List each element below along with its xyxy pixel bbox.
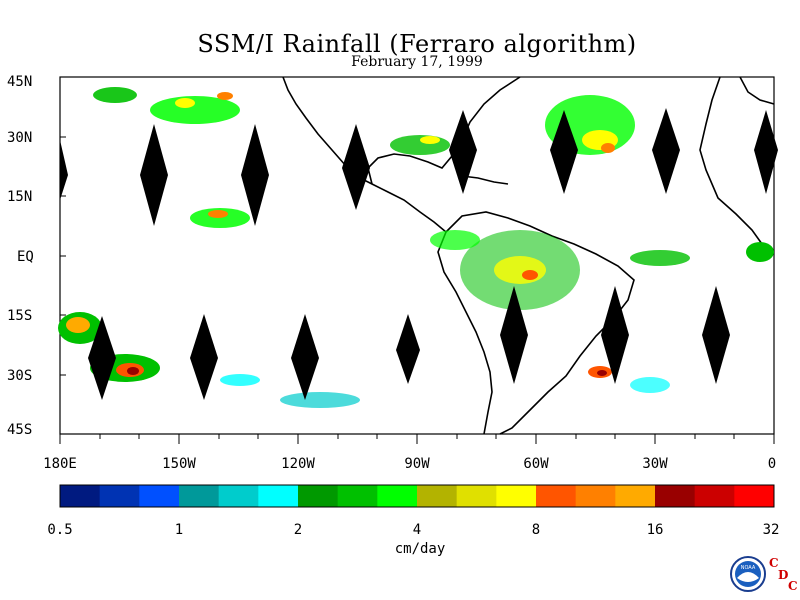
- coastlines: [282, 76, 775, 435]
- colorbar-tick-label: 1: [174, 522, 184, 538]
- cdc-letter: D: [778, 568, 789, 582]
- colorbar-swatch: [496, 485, 537, 507]
- lat-label: 45N: [7, 74, 32, 90]
- lon-label: 90W: [404, 456, 430, 472]
- colorbar-swatch: [99, 485, 140, 507]
- colorbar-swatch: [377, 485, 418, 507]
- colorbar-swatch: [536, 485, 577, 507]
- colorbar-swatch: [655, 485, 696, 507]
- colorbar-tick-label: 2: [293, 522, 303, 538]
- lat-label: 15S: [7, 308, 32, 324]
- map-title: SSM/I Rainfall (Ferraro algorithm): [197, 30, 637, 58]
- colorbar: [59, 484, 775, 508]
- colorbar-swatch: [734, 485, 775, 507]
- lat-label: 30S: [7, 368, 32, 384]
- colorbar-tick-label: 16: [646, 522, 664, 538]
- colorbar-tick-label: 4: [412, 522, 422, 538]
- colorbar-unit: cm/day: [394, 541, 446, 557]
- axis-ticks: [59, 76, 775, 444]
- colorbar-swatch: [694, 485, 735, 507]
- colorbar-swatch: [218, 485, 259, 507]
- colorbar-tick-label: 8: [531, 522, 541, 538]
- lat-label: 30N: [7, 130, 32, 146]
- noaa-logo-text: NOAA: [741, 565, 756, 571]
- colorbar-tick-label: 0.5: [47, 522, 73, 538]
- latitude-labels: 45N 30N 15N EQ 15S 30S 45S: [7, 74, 34, 438]
- colorbar-swatch: [337, 485, 378, 507]
- noaa-logo-icon: NOAA: [730, 556, 766, 592]
- colorbar-swatch: [179, 485, 220, 507]
- lon-label: 180E: [43, 456, 77, 472]
- colorbar-swatch: [60, 485, 101, 507]
- colorbar-swatch: [456, 485, 497, 507]
- lon-label: 120W: [281, 456, 315, 472]
- lon-label: 30W: [642, 456, 668, 472]
- colorbar-swatch: [615, 485, 656, 507]
- lon-label: 0: [768, 456, 776, 472]
- cdc-letter: C: [769, 556, 779, 570]
- map-subtitle: February 17, 1999: [351, 54, 483, 70]
- lat-label: EQ: [17, 249, 34, 265]
- colorbar-swatch: [139, 485, 180, 507]
- lon-label: 60W: [523, 456, 549, 472]
- longitude-labels: 180E 150W 120W 90W 60W 30W 0: [43, 456, 776, 472]
- colorbar-swatch: [258, 485, 299, 507]
- colorbar-swatch: [298, 485, 339, 507]
- lat-label: 45S: [7, 422, 32, 438]
- colorbar-tick-label: 32: [762, 522, 780, 538]
- lat-label: 15N: [7, 189, 32, 205]
- colorbar-border: [59, 484, 775, 508]
- cdc-letter: C: [788, 579, 798, 593]
- data-gaps: [60, 108, 778, 400]
- colorbar-swatch: [575, 485, 616, 507]
- lon-label: 150W: [162, 456, 196, 472]
- colorbar-swatch: [417, 485, 458, 507]
